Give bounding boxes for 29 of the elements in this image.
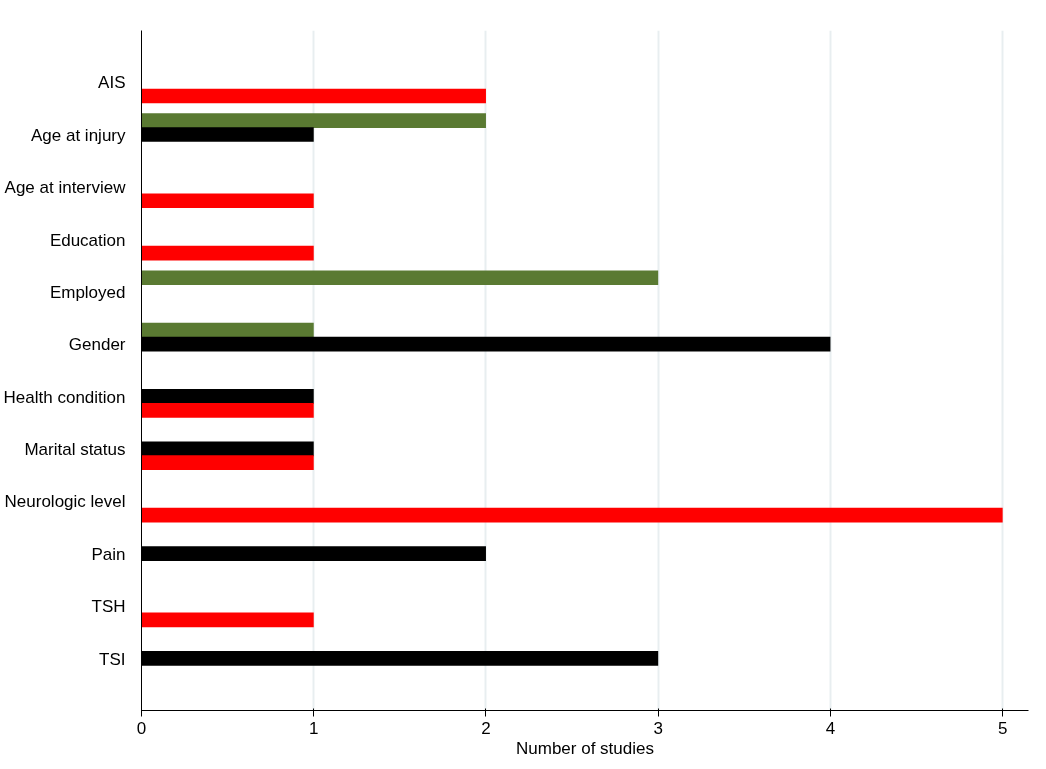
- bar: [141, 193, 314, 209]
- bar: [141, 245, 314, 261]
- x-axis-title: Number of studies: [516, 738, 654, 758]
- bar: [141, 455, 314, 471]
- x-tick-label: 0: [136, 718, 147, 738]
- y-tick-label: Marital status: [24, 440, 126, 460]
- bar: [141, 612, 314, 628]
- y-tick-label: Neurologic level: [4, 492, 126, 512]
- bar: [141, 322, 314, 338]
- y-tick-label: TSI: [99, 649, 126, 669]
- x-tick-label: 1: [309, 718, 319, 738]
- x-tick-label: 5: [997, 718, 1008, 738]
- y-tick-label: Gender: [68, 335, 126, 355]
- y-tick-label: Education: [49, 230, 126, 250]
- y-tick-label: TSH: [91, 597, 126, 617]
- bar: [141, 270, 659, 286]
- x-tick-label: 4: [825, 718, 836, 738]
- x-tick-label: 2: [481, 718, 491, 738]
- y-tick-label: Age at injury: [31, 125, 126, 145]
- y-tick-label: Employed: [49, 282, 126, 302]
- bar: [141, 113, 486, 128]
- bar: [141, 88, 486, 104]
- y-tick-label: Pain: [91, 544, 126, 564]
- bar: [141, 507, 1003, 523]
- x-tick-label: 3: [653, 718, 663, 738]
- y-tick-label: AIS: [98, 73, 126, 93]
- y-tick-label: Age at interview: [4, 178, 127, 198]
- bar: [141, 402, 314, 418]
- y-tick-label: Health condition: [3, 387, 126, 407]
